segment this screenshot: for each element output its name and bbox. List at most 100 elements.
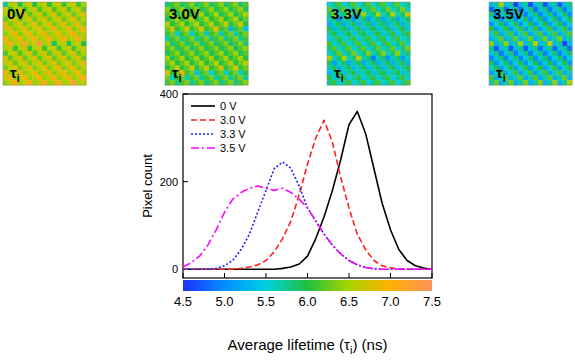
x-tick <box>390 273 391 278</box>
legend-label: 3.3 V <box>220 128 246 140</box>
lifetime-pixel <box>66 61 71 66</box>
lifetime-pixel <box>42 61 47 66</box>
lifetime-pixel <box>332 36 337 41</box>
lifetime-pixel <box>243 26 248 31</box>
lifetime-pixel <box>189 56 194 61</box>
lifetime-pixel <box>513 46 518 51</box>
lifetime-pixel <box>76 36 81 41</box>
lifetime-pixel <box>42 22 47 27</box>
lifetime-pixel <box>361 70 366 75</box>
lifetime-pixel <box>238 56 243 61</box>
lifetime-pixel <box>81 75 86 80</box>
lifetime-pixel <box>238 51 243 56</box>
lifetime-pixel <box>347 31 352 36</box>
lifetime-pixel <box>233 41 238 46</box>
lifetime-pixel <box>219 51 224 56</box>
lifetime-pixel <box>57 41 62 46</box>
lifetime-pixel <box>42 70 47 75</box>
lifetime-pixel <box>81 61 86 66</box>
lifetime-pixel <box>509 41 514 46</box>
lifetime-pixel <box>528 26 533 31</box>
lifetime-pixel <box>518 61 523 66</box>
lifetime-pixel <box>165 65 170 70</box>
lifetime-pixel <box>567 31 572 36</box>
panel-label: 3.3V <box>331 5 362 22</box>
lifetime-pixel <box>518 80 523 85</box>
lifetime-pixel <box>494 56 499 61</box>
lifetime-pixel <box>562 22 567 27</box>
lifetime-pixel <box>523 31 528 36</box>
y-tick-label: 200 <box>160 176 178 188</box>
lifetime-pixel <box>390 70 395 75</box>
legend-swatch <box>191 105 215 107</box>
lifetime-pixel <box>552 12 557 17</box>
lifetime-pixel <box>52 65 57 70</box>
lifetime-pixel <box>405 70 410 75</box>
lifetime-pixel <box>386 65 391 70</box>
panel-border <box>3 2 86 85</box>
lifetime-pixel <box>342 36 347 41</box>
lifetime-pixel <box>356 65 361 70</box>
lifetime-pixel <box>361 56 366 61</box>
lifetime-pixel <box>71 51 76 56</box>
lifetime-pixel <box>562 46 567 51</box>
lifetime-pixel <box>8 36 13 41</box>
lifetime-pixel <box>3 31 8 36</box>
lifetime-pixel <box>37 41 42 46</box>
lifetime-pixel <box>175 56 180 61</box>
lifetime-pixel <box>327 51 332 56</box>
lifetime-pixel <box>386 75 391 80</box>
lifetime-pixel <box>327 22 332 27</box>
lifetime-pixel <box>47 65 52 70</box>
lifetime-pixel <box>381 46 386 51</box>
lifetime-pixel <box>209 7 214 12</box>
lifetime-pixel <box>224 36 229 41</box>
lifetime-pixel <box>42 26 47 31</box>
lifetime-pixel <box>233 2 238 7</box>
lifetime-pixel <box>390 80 395 85</box>
lifetime-pixel <box>219 46 224 51</box>
lifetime-pixel <box>23 80 28 85</box>
lifetime-pixel <box>562 36 567 41</box>
lifetime-pixel <box>66 22 71 27</box>
lifetime-pixel <box>204 31 209 36</box>
lifetime-pixel <box>395 12 400 17</box>
lifetime-pixel <box>366 61 371 66</box>
lifetime-pixel <box>219 2 224 7</box>
lifetime-pixel <box>238 65 243 70</box>
lifetime-pixel <box>219 75 224 80</box>
lifetime-pixel <box>504 51 509 56</box>
lifetime-pixel <box>71 17 76 22</box>
lifetime-pixel <box>562 65 567 70</box>
lifetime-pixel <box>57 70 62 75</box>
lifetime-pixel <box>199 51 204 56</box>
lifetime-pixel <box>189 51 194 56</box>
lifetime-pixel <box>18 36 23 41</box>
lifetime-pixel <box>47 17 52 22</box>
lifetime-pixel <box>224 51 229 56</box>
lifetime-pixel <box>81 46 86 51</box>
lifetime-pixel <box>47 61 52 66</box>
lifetime-pixel <box>76 65 81 70</box>
lifetime-pixel <box>395 36 400 41</box>
lifetime-pixel <box>386 12 391 17</box>
lifetime-pixel <box>533 70 538 75</box>
lifetime-pixel <box>548 2 553 7</box>
lifetime-pixel <box>71 2 76 7</box>
lifetime-pixel <box>62 51 67 56</box>
lifetime-pixel <box>494 41 499 46</box>
lifetime-pixel <box>238 80 243 85</box>
lifetime-pixel <box>52 80 57 85</box>
lifetime-pixel <box>543 17 548 22</box>
lifetime-map <box>165 2 248 85</box>
lifetime-pixel <box>347 26 352 31</box>
lifetime-pixel <box>376 26 381 31</box>
lifetime-pixel <box>342 22 347 27</box>
x-tick <box>307 273 308 278</box>
lifetime-pixel <box>62 17 67 22</box>
lifetime-pixel <box>400 61 405 66</box>
lifetime-pixel <box>27 51 32 56</box>
lifetime-pixel <box>233 75 238 80</box>
lifetime-pixel <box>395 51 400 56</box>
lifetime-pixel <box>366 7 371 12</box>
